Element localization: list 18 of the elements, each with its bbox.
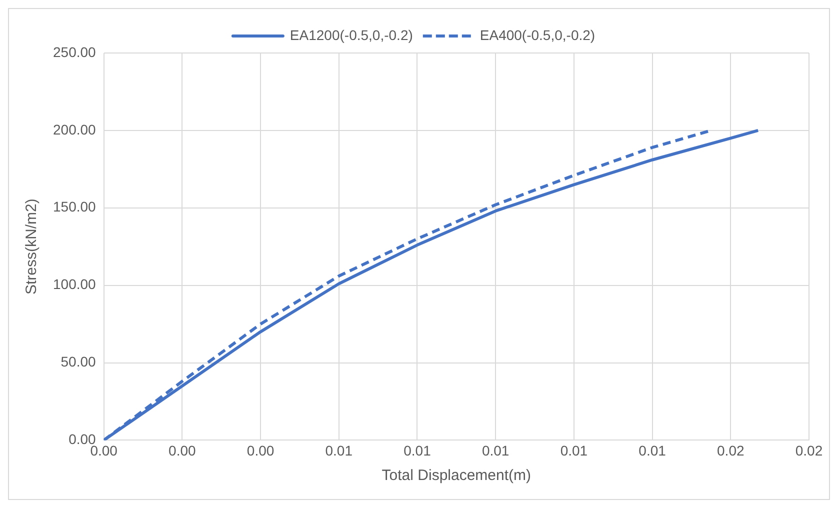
- x-tick-label: 0.00: [246, 442, 274, 458]
- x-tick-label: 0.01: [638, 442, 666, 458]
- x-tick-label: 0.01: [404, 442, 432, 458]
- y-tick-label: 200.00: [52, 121, 96, 138]
- x-tick-label: 0.01: [325, 442, 353, 458]
- y-tick-label: 50.00: [60, 354, 96, 370]
- x-tick-label: 0.01: [482, 442, 510, 458]
- legend-label: EA1200(-0.5,0,-0.2): [290, 26, 413, 43]
- x-axis-title: Total Displacement(m): [382, 467, 532, 484]
- legend-label: EA400(-0.5,0,-0.2): [480, 26, 596, 43]
- y-tick-label: 100.00: [52, 276, 96, 292]
- y-tick-label: 150.00: [52, 198, 96, 215]
- x-tick-label: 0.00: [168, 442, 196, 458]
- x-tick-label: 0.01: [560, 442, 588, 458]
- x-tick-label: 0.02: [717, 442, 744, 458]
- y-axis-title: Stress(kN/m2): [23, 198, 40, 295]
- y-tick-label: 250.00: [52, 44, 96, 60]
- x-tick-label: 0.02: [795, 442, 823, 458]
